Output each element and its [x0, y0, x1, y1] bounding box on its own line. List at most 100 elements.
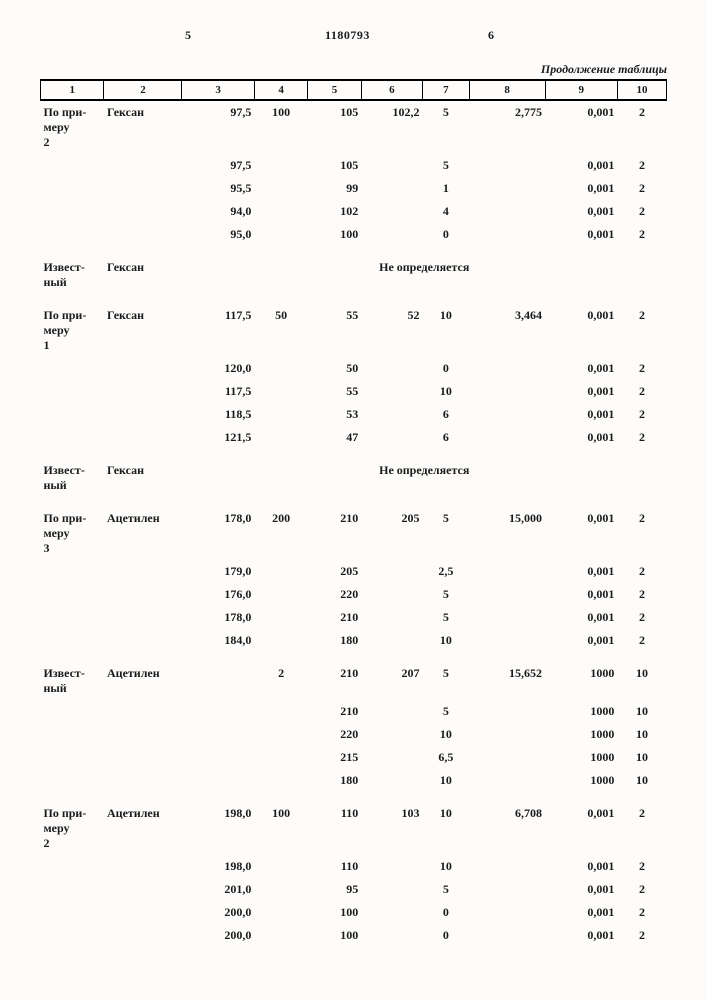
table-cell: 5 — [423, 583, 470, 606]
table-cell: 2 — [617, 100, 666, 154]
table-cell: 47 — [308, 426, 361, 449]
page-number-right: 6 — [488, 28, 494, 43]
table-cell: 117,5 — [182, 304, 254, 357]
table-cell — [254, 769, 307, 792]
table-cell: 6 — [423, 403, 470, 426]
table-row: 2105100010 — [41, 700, 667, 723]
table-cell: 0,001 — [545, 100, 617, 154]
table-cell: 105 — [308, 154, 361, 177]
table-cell: 99 — [308, 177, 361, 200]
table-cell: 0,001 — [545, 304, 617, 357]
row-label — [41, 901, 104, 924]
table-cell: 105 — [308, 100, 361, 154]
substance-label: Гексан — [104, 256, 182, 294]
table-cell: 2 — [617, 403, 666, 426]
row-label — [41, 560, 104, 583]
table-cell: 205 — [361, 507, 422, 560]
row-label — [41, 223, 104, 246]
table-cell: 1 — [423, 177, 470, 200]
column-header: 3 — [182, 80, 254, 100]
table-cell: 0,001 — [545, 560, 617, 583]
not-determined-label: Не определяется — [182, 459, 667, 497]
table-cell — [361, 769, 422, 792]
table-cell — [254, 426, 307, 449]
table-cell: 5 — [423, 662, 470, 700]
row-label: Извест-ный — [41, 256, 104, 294]
table-cell: 5 — [423, 507, 470, 560]
table-cell — [254, 200, 307, 223]
table-cell: 10 — [423, 629, 470, 652]
table-cell: 198,0 — [182, 855, 254, 878]
substance-label — [104, 606, 182, 629]
table-cell — [254, 746, 307, 769]
table-cell — [361, 560, 422, 583]
block-separator — [41, 449, 667, 459]
table-cell: 2 — [617, 802, 666, 855]
table-cell: 10 — [423, 769, 470, 792]
page-number-left: 5 — [185, 28, 191, 43]
substance-label — [104, 629, 182, 652]
table-cell — [254, 154, 307, 177]
table-continuation-label: Продолжение таблицы — [40, 62, 667, 77]
table-cell: 2 — [617, 426, 666, 449]
table-cell: 5 — [423, 606, 470, 629]
table-cell — [254, 855, 307, 878]
table-row: Извест-ныйАцетилен2210207515,652100010 — [41, 662, 667, 700]
table-header-row: 12345678910 — [41, 80, 667, 100]
table-row: 2156,5100010 — [41, 746, 667, 769]
table-body: По при-меру2Гексан97,5100105102,252,7750… — [41, 100, 667, 947]
table-cell: 0,001 — [545, 154, 617, 177]
table-cell — [254, 629, 307, 652]
table-cell — [254, 878, 307, 901]
row-label — [41, 855, 104, 878]
table-cell: 100 — [308, 924, 361, 947]
table-cell: 0,001 — [545, 507, 617, 560]
table-cell: 1000 — [545, 769, 617, 792]
table-row: 201,09550,0012 — [41, 878, 667, 901]
row-label — [41, 177, 104, 200]
table-cell: 117,5 — [182, 380, 254, 403]
table-cell — [182, 700, 254, 723]
table-cell: 121,5 — [182, 426, 254, 449]
table-cell: 200 — [254, 507, 307, 560]
table-cell — [469, 901, 545, 924]
table-cell: 120,0 — [182, 357, 254, 380]
row-label — [41, 154, 104, 177]
table-cell: 0 — [423, 924, 470, 947]
substance-label: Гексан — [104, 304, 182, 357]
table-cell: 198,0 — [182, 802, 254, 855]
row-label — [41, 357, 104, 380]
table-row: 198,0110100,0012 — [41, 855, 667, 878]
table-row: 178,021050,0012 — [41, 606, 667, 629]
table-cell — [182, 746, 254, 769]
not-determined-label: Не определяется — [182, 256, 667, 294]
table-cell — [254, 901, 307, 924]
table-cell — [469, 426, 545, 449]
table-cell: 0,001 — [545, 426, 617, 449]
table-cell: 15,652 — [469, 662, 545, 700]
table-cell: 5 — [423, 154, 470, 177]
table-row: 18010100010 — [41, 769, 667, 792]
row-label — [41, 629, 104, 652]
table-cell: 0,001 — [545, 223, 617, 246]
substance-label — [104, 223, 182, 246]
table-cell — [361, 606, 422, 629]
table-cell: 97,5 — [182, 154, 254, 177]
column-header: 9 — [545, 80, 617, 100]
substance-label — [104, 723, 182, 746]
table-row: По при-меру3Ацетилен178,0200210205515,00… — [41, 507, 667, 560]
column-header: 10 — [617, 80, 666, 100]
substance-label: Гексан — [104, 459, 182, 497]
table-cell — [469, 200, 545, 223]
table-cell: 10 — [423, 380, 470, 403]
table-cell: 100 — [254, 100, 307, 154]
table-cell: 95,0 — [182, 223, 254, 246]
table-cell: 95 — [308, 878, 361, 901]
table-row: Извест-ныйГексанНе определяется — [41, 459, 667, 497]
substance-label — [104, 177, 182, 200]
table-cell: 205 — [308, 560, 361, 583]
table-cell: 102 — [308, 200, 361, 223]
table-cell: 118,5 — [182, 403, 254, 426]
table-cell: 220 — [308, 583, 361, 606]
table-row: 118,55360,0012 — [41, 403, 667, 426]
